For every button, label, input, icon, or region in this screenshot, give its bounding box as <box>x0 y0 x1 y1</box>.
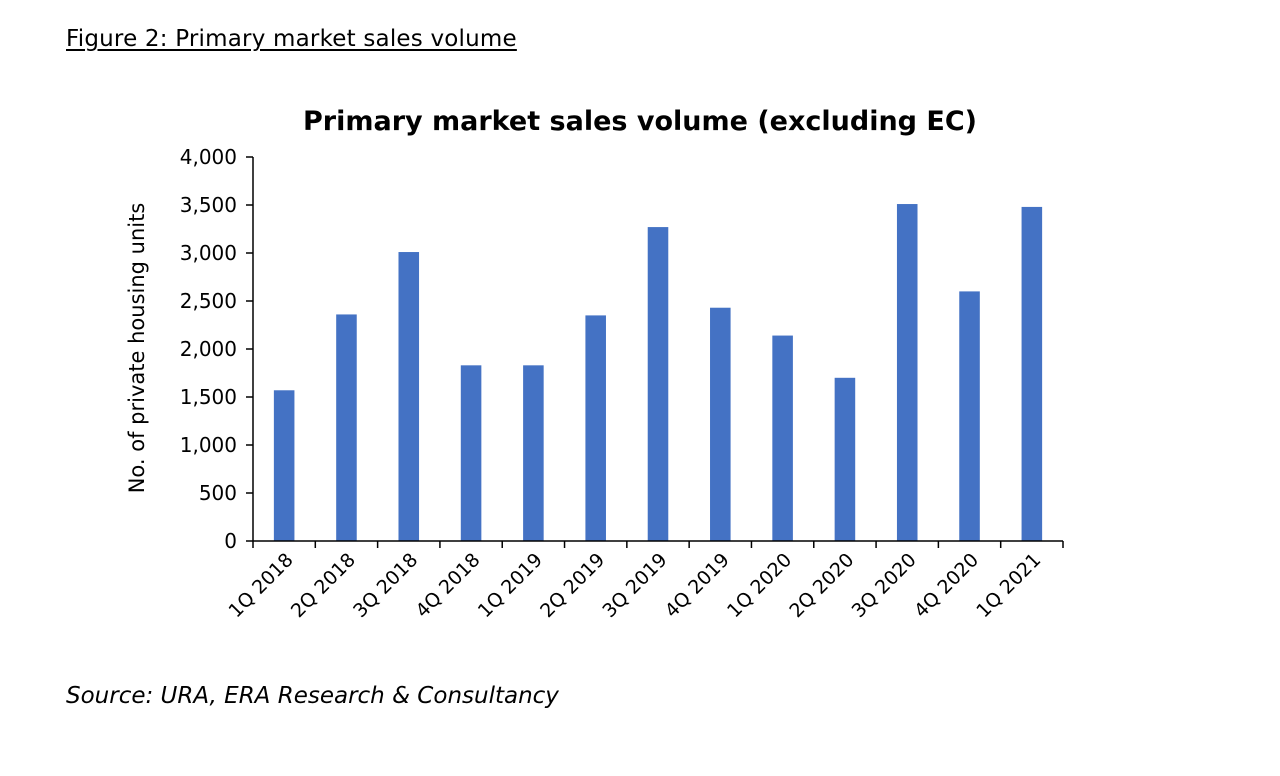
y-axis-title: No. of private housing units <box>125 203 149 494</box>
bar <box>896 204 918 542</box>
bar <box>585 315 606 541</box>
bars-group <box>273 204 1043 542</box>
bar <box>710 307 731 541</box>
x-tick-label: 1Q 2021 <box>972 549 1045 622</box>
x-tick-label: 4Q 2020 <box>910 549 983 622</box>
figure-caption: Figure 2: Primary market sales volume <box>66 26 517 52</box>
bar <box>273 390 295 541</box>
bar <box>647 227 669 541</box>
x-tick-label: 3Q 2020 <box>848 549 921 622</box>
source-note: Source: URA, ERA Research & Consultancy <box>66 683 559 709</box>
x-tick-label: 1Q 2018 <box>225 549 298 622</box>
x-tick-label: 2Q 2020 <box>785 549 858 622</box>
y-tick-label: 4,000 <box>180 145 237 169</box>
bar <box>959 291 980 541</box>
y-tick-label: 3,500 <box>180 193 237 217</box>
x-tick-label: 3Q 2018 <box>349 549 422 622</box>
bar <box>460 365 482 541</box>
chart-title: Primary market sales volume (excluding E… <box>303 106 977 137</box>
y-tick-label: 1,500 <box>180 385 237 409</box>
y-tick-label: 1,000 <box>180 433 237 457</box>
x-tick-label: 3Q 2019 <box>598 549 671 622</box>
bar <box>398 252 420 542</box>
bar <box>1021 206 1043 542</box>
x-tick-label: 2Q 2019 <box>536 549 609 622</box>
bar <box>336 314 357 541</box>
y-tick-label: 500 <box>199 481 237 505</box>
y-tick-label: 3,000 <box>180 241 237 265</box>
y-axis: 0 500 1,000 1,500 2,000 2,500 3,000 3,500 4,000 <box>180 145 254 553</box>
bar <box>523 365 544 541</box>
bar <box>772 335 793 541</box>
y-tick-label: 0 <box>224 529 237 553</box>
x-tick-label: 1Q 2020 <box>723 549 796 622</box>
y-tick-label: 2,500 <box>180 289 237 313</box>
y-tick-label: 2,000 <box>180 337 237 361</box>
x-tick-label: 4Q 2019 <box>661 549 734 622</box>
x-tick-label: 1Q 2019 <box>474 549 547 622</box>
bar <box>834 377 856 541</box>
x-tick-label: 2Q 2018 <box>287 549 360 622</box>
x-tick-label: 4Q 2018 <box>411 549 484 622</box>
